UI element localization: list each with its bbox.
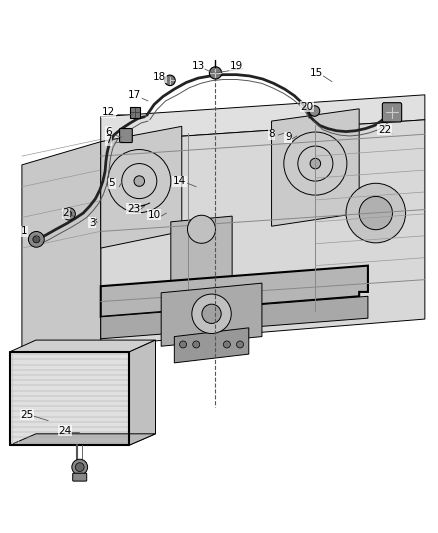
Circle shape <box>202 304 221 324</box>
Text: 17: 17 <box>128 90 141 100</box>
Polygon shape <box>10 352 129 445</box>
Circle shape <box>67 211 72 216</box>
Text: 7: 7 <box>105 135 112 146</box>
FancyBboxPatch shape <box>382 103 402 122</box>
Polygon shape <box>171 216 232 292</box>
Text: 13: 13 <box>191 61 205 71</box>
Circle shape <box>310 158 321 169</box>
Text: 10: 10 <box>148 210 161 220</box>
Text: 20: 20 <box>300 102 313 111</box>
Circle shape <box>72 459 88 475</box>
Text: 1: 1 <box>21 227 28 237</box>
FancyBboxPatch shape <box>120 128 132 142</box>
Polygon shape <box>101 126 182 248</box>
Polygon shape <box>174 328 249 363</box>
Circle shape <box>180 341 187 348</box>
Circle shape <box>134 176 145 187</box>
Circle shape <box>223 341 230 348</box>
Text: 24: 24 <box>58 426 71 436</box>
Text: 6: 6 <box>105 127 112 136</box>
Text: 25: 25 <box>21 409 34 419</box>
Circle shape <box>193 341 200 348</box>
Circle shape <box>33 236 40 243</box>
Text: 18: 18 <box>153 72 166 82</box>
Polygon shape <box>101 95 425 142</box>
Polygon shape <box>161 283 262 346</box>
Bar <box>130 107 140 118</box>
Polygon shape <box>101 120 425 345</box>
FancyBboxPatch shape <box>73 473 87 481</box>
Polygon shape <box>272 109 359 226</box>
Text: 12: 12 <box>102 107 115 117</box>
Polygon shape <box>101 296 368 339</box>
Circle shape <box>187 215 215 243</box>
Text: 2: 2 <box>62 208 69 218</box>
Text: 9: 9 <box>285 132 292 142</box>
Circle shape <box>346 183 406 243</box>
Polygon shape <box>10 340 155 352</box>
Circle shape <box>359 197 392 230</box>
Polygon shape <box>22 142 101 369</box>
Circle shape <box>63 208 75 220</box>
Text: 22: 22 <box>378 125 391 135</box>
Polygon shape <box>101 265 368 317</box>
Polygon shape <box>10 434 155 445</box>
Circle shape <box>309 106 320 116</box>
Circle shape <box>28 231 44 247</box>
Circle shape <box>75 463 84 472</box>
Circle shape <box>237 341 244 348</box>
Text: 23: 23 <box>127 204 140 214</box>
Text: 19: 19 <box>230 61 243 71</box>
Circle shape <box>165 75 175 86</box>
Text: 3: 3 <box>88 217 95 228</box>
Text: 14: 14 <box>173 176 186 186</box>
Text: 15: 15 <box>310 68 323 78</box>
Text: 8: 8 <box>268 129 275 139</box>
Text: 5: 5 <box>108 178 115 188</box>
Circle shape <box>209 67 222 79</box>
Polygon shape <box>129 340 155 445</box>
Circle shape <box>192 294 231 334</box>
